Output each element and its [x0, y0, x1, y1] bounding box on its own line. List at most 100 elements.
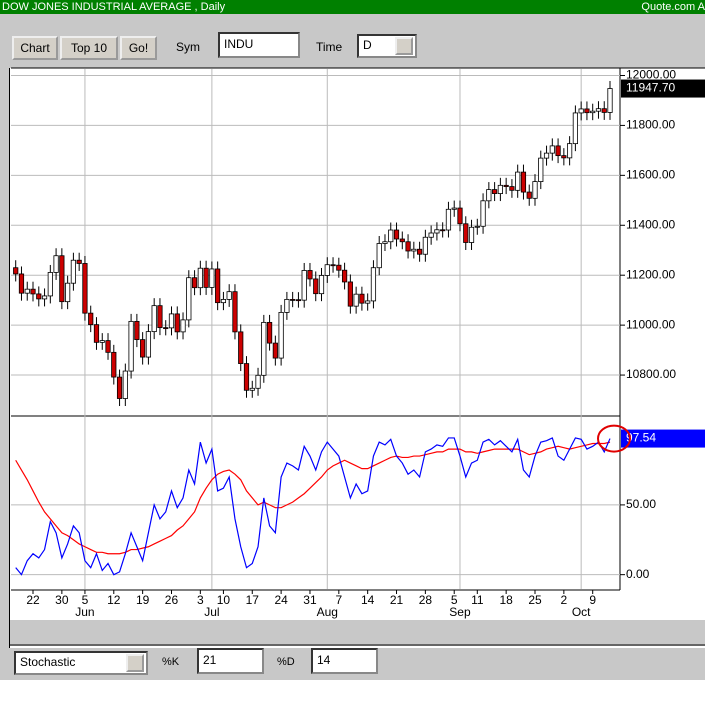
sym-input[interactable]: INDU — [218, 32, 300, 58]
y-tick-label: 11000.00 — [626, 317, 675, 331]
top10-button[interactable]: Top 10 — [60, 36, 118, 60]
candle-body — [249, 387, 255, 391]
candle-body — [53, 255, 59, 273]
x-tick-label: 10 — [217, 593, 231, 607]
candle-body — [595, 108, 602, 112]
candle-body — [567, 143, 573, 159]
last-price-box — [621, 79, 705, 98]
candle-body — [41, 295, 48, 300]
month-label: Aug — [317, 605, 338, 619]
x-tick-label: 14 — [361, 593, 375, 607]
y-tick-label: 0.00 — [626, 567, 650, 581]
month-label: Jul — [204, 605, 219, 619]
go-button[interactable]: Go! — [120, 36, 157, 60]
candle-body — [480, 200, 486, 227]
candle-body — [168, 313, 175, 329]
candle-body — [492, 189, 498, 194]
candle-body — [382, 241, 388, 244]
candle-body — [191, 277, 198, 289]
candle-body — [116, 376, 123, 399]
d-input[interactable]: 14 — [311, 648, 378, 674]
candle-body — [445, 208, 452, 231]
x-tick-label: 17 — [246, 593, 260, 607]
candle-body — [186, 277, 192, 321]
candle-body — [416, 248, 423, 255]
chart-button[interactable]: Chart — [12, 36, 58, 60]
candle-body — [301, 270, 307, 301]
candle-body — [607, 88, 613, 113]
indicator-select[interactable]: Stochastic — [14, 651, 148, 675]
candle-body — [134, 320, 140, 341]
candle-body — [30, 288, 36, 295]
candle-body — [105, 340, 111, 353]
candle-body — [122, 370, 128, 399]
x-tick-label: 11 — [471, 593, 484, 607]
x-tick-label: 31 — [303, 593, 317, 607]
candle-body — [140, 339, 146, 358]
candle-body — [243, 363, 250, 391]
candle-body — [266, 321, 273, 344]
candle-body — [284, 299, 290, 313]
plot-area — [11, 68, 620, 590]
candle-body — [457, 207, 463, 225]
x-tick-label: 7 — [335, 593, 342, 607]
x-tick-label: 21 — [390, 593, 404, 607]
candle-body — [157, 305, 163, 329]
left-strip — [0, 68, 10, 648]
candle-body — [336, 264, 342, 271]
candle-body — [503, 184, 509, 187]
last-price-label: 11947.70 — [626, 81, 675, 95]
dropdown-arrow[interactable] — [126, 654, 144, 672]
candle-body — [82, 263, 88, 314]
candle-body — [324, 264, 330, 276]
candle-body — [393, 229, 400, 240]
last-value-label: 97.54 — [626, 431, 656, 445]
candle-body — [601, 108, 607, 113]
month-label: Oct — [572, 605, 591, 619]
sym-label: Sym — [176, 40, 200, 54]
y-tick-label: 50.00 — [626, 497, 656, 511]
d-label: %D — [277, 656, 295, 668]
candle-body — [65, 282, 71, 303]
candle-body — [543, 152, 550, 159]
series-line — [15, 441, 611, 555]
x-tick-label: 24 — [274, 593, 288, 607]
time-label: Time — [316, 40, 343, 54]
candle-body — [203, 267, 209, 288]
candle-body — [209, 268, 215, 288]
candle-body — [526, 191, 532, 199]
candle-body — [36, 293, 42, 300]
candle-body — [590, 110, 596, 114]
candle-body — [99, 340, 105, 343]
k-input[interactable]: 21 — [197, 648, 264, 674]
last-value-box — [621, 429, 705, 448]
candle-body — [278, 311, 284, 359]
candle-body — [365, 300, 371, 304]
candle-body — [226, 291, 232, 300]
candle-body — [163, 327, 169, 330]
time-select[interactable]: D — [357, 34, 417, 58]
candle-body — [180, 319, 186, 333]
candle-body — [93, 324, 100, 343]
candle-body — [399, 238, 405, 243]
candle-body — [376, 243, 382, 269]
candle-body — [561, 155, 567, 159]
candle-body — [151, 305, 157, 333]
candle-body — [549, 145, 555, 154]
candle-body — [341, 269, 348, 283]
x-tick-label: 12 — [107, 593, 121, 607]
y-tick-label: 11400.00 — [626, 217, 675, 231]
indicator-value: Stochastic — [20, 655, 76, 669]
dropdown-arrow[interactable] — [395, 37, 413, 55]
candle-body — [353, 293, 359, 307]
x-tick-label: 26 — [165, 593, 179, 607]
candle-body — [509, 186, 515, 191]
k-label: %K — [162, 656, 180, 668]
candle-body — [388, 229, 394, 243]
candle-body — [232, 291, 238, 333]
source: Quote.com A — [641, 1, 705, 13]
candle-body — [463, 223, 469, 243]
candle-body — [238, 331, 244, 364]
candle-body — [47, 272, 53, 297]
